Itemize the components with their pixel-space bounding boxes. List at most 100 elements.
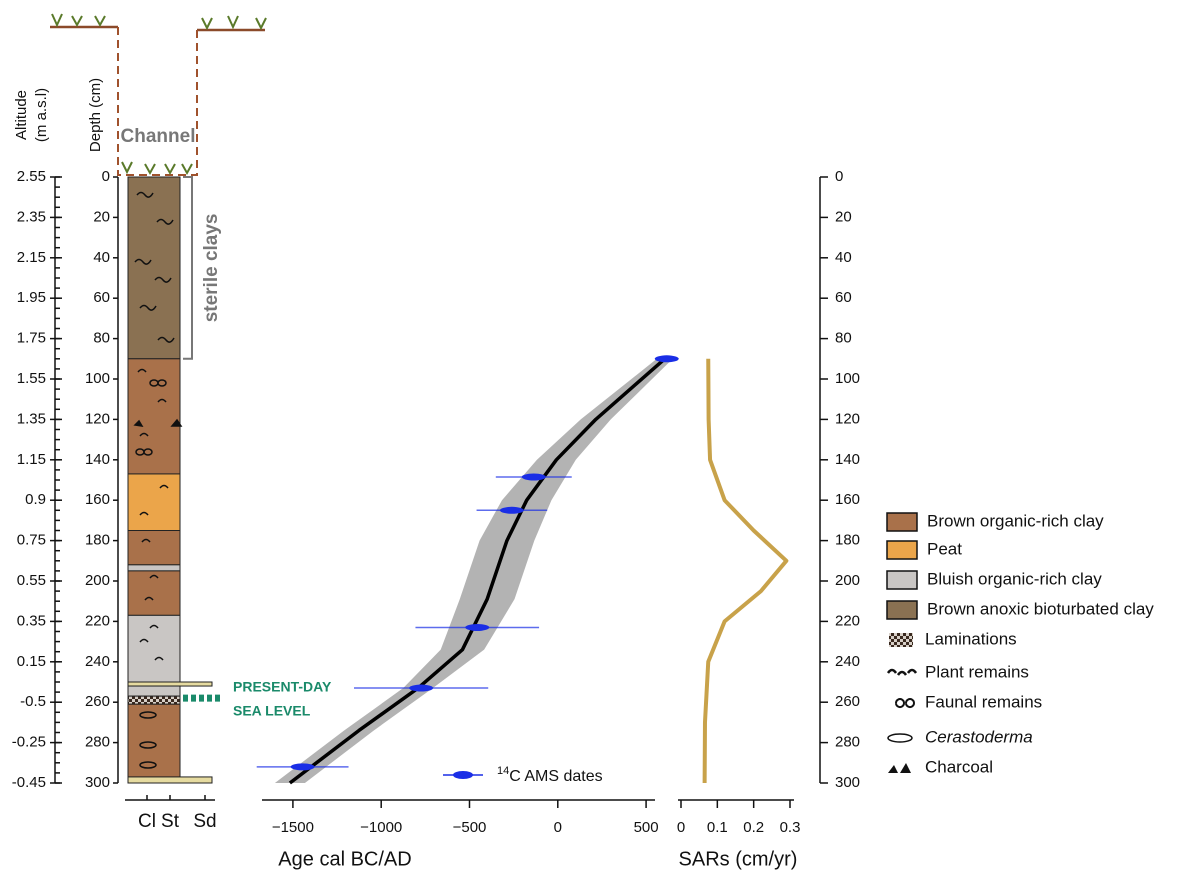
sterile-bracket [183,176,193,360]
sea-level-label: SEA LEVEL [233,703,311,719]
altitude-tick-label: 1.55 [17,370,46,387]
sar-tick-label: 0.1 [707,819,728,836]
legend: Brown organic-rich clay Peat Bluish organi… [886,511,1154,776]
depth-tick-label: 240 [85,653,110,670]
altitude-tick-label: 2.15 [17,249,46,266]
depth-tick-label: 40 [93,249,110,266]
age-tick-label: 500 [634,819,659,836]
log-layer [127,564,181,572]
depth-tick-label-right: 100 [835,370,860,387]
depth-tick-label-right: 180 [835,532,860,549]
depth-tick-label-right: 260 [835,693,860,710]
log-layer [127,570,181,616]
depth-tick-label-right: 160 [835,491,860,508]
age-model-line [288,357,666,785]
log-layer [127,473,181,532]
depth-tick-label: 180 [85,532,110,549]
sar-tick-label: 0 [677,819,685,836]
altitude-tick-label: 0.35 [17,612,46,629]
altitude-tick-label: 0.9 [25,491,46,508]
log-layer [127,681,213,687]
grain-label: Cl [138,811,156,832]
date-point [290,763,315,771]
depth-tick-label: 220 [85,612,110,629]
dates-legend-label: 14C AMS dates [497,765,603,785]
depth-tick-label-right: 140 [835,451,860,468]
depth-tick-label-right: 40 [835,249,852,266]
log-layer [127,685,181,697]
date-point [465,623,490,631]
depth-tick-label-right: 300 [835,774,860,791]
altitude-label: Altitude [13,90,30,140]
legend-swatch [886,570,918,590]
depth-tick-label: 60 [93,289,110,306]
legend-label: Faunal remains [925,692,1042,711]
log-layer [127,776,213,784]
altitude-tick-label: 2.55 [17,168,46,185]
depth-tick-label-right: 20 [835,208,852,225]
date-point [499,506,524,514]
legend-symbol [886,668,918,676]
altitude-tick-label: 2.35 [17,208,46,225]
age-tick-label: −1500 [272,819,314,836]
depth-tick-label-right: 120 [835,410,860,427]
depth-tick-label-right: 220 [835,612,860,629]
date-point [409,684,434,692]
channel-sketch [50,13,267,176]
legend-symbol [895,698,915,709]
depth-tick-label: 280 [85,734,110,751]
log-layer [127,703,181,778]
log-column [127,176,213,784]
legend-swatch [886,512,918,532]
depth-tick-label: 260 [85,693,110,710]
grain-label: St [161,811,180,832]
depth-tick-label: 100 [85,370,110,387]
altitude-tick-label: -0.25 [12,734,46,751]
legend-swatch [886,540,918,560]
uncertainty-band [274,358,673,783]
log-layer [127,176,181,360]
date-point [654,355,679,363]
sar-line [702,358,789,784]
depth-tick-label: 200 [85,572,110,589]
legend-label: Cerastoderma [925,727,1033,746]
depth-tick-label-right: 0 [835,168,843,185]
age-tick-label: −500 [453,819,487,836]
dates-legend-text: C AMS dates [509,768,602,785]
channel-label: Channel [121,126,196,147]
altitude-tick-label: 1.35 [17,410,46,427]
legend-label: Brown anoxic bioturbated clay [927,599,1154,618]
depth-tick-label: 0 [102,168,110,185]
grain-label: Sd [193,811,216,832]
altitude-tick-label: 0.15 [17,653,46,670]
depth-tick-label-right: 80 [835,330,852,347]
log-layer [127,695,181,705]
sea-level-label: PRESENT-DAY [233,679,332,695]
depth-tick-label-right: 200 [835,572,860,589]
depth-tick-label-right: 280 [835,734,860,751]
depth-tick-label: 140 [85,451,110,468]
depth-tick-label-right: 240 [835,653,860,670]
altitude-tick-label: 1.75 [17,330,46,347]
log-layer [127,614,181,683]
altitude-tick-label: -0.45 [12,774,46,791]
charts: 0 0 2.55 20 20 2.35 40 40 2.15 60 60 1.95 80 80 1.75 10… [12,168,860,870]
log-layer [127,530,181,566]
legend-swatch [886,600,918,620]
legend-symbol [888,763,911,773]
log-layer [127,358,181,475]
altitude-tick-label: 0.55 [17,572,46,589]
legend-label: Plant remains [925,662,1029,681]
dates-legend-sup: 14 [497,765,509,777]
depth-tick-label: 20 [93,208,110,225]
log-symbols [133,191,183,769]
depth-tick-label: 80 [93,330,110,347]
age-axis-label: Age cal BC/AD [278,848,411,870]
depth-tick-label-right: 60 [835,289,852,306]
sar-tick-label: 0.2 [743,819,764,836]
depth-tick-label: 160 [85,491,110,508]
sar-axis-label: SARs (cm/yr) [679,848,798,870]
legend-symbol [889,633,913,647]
